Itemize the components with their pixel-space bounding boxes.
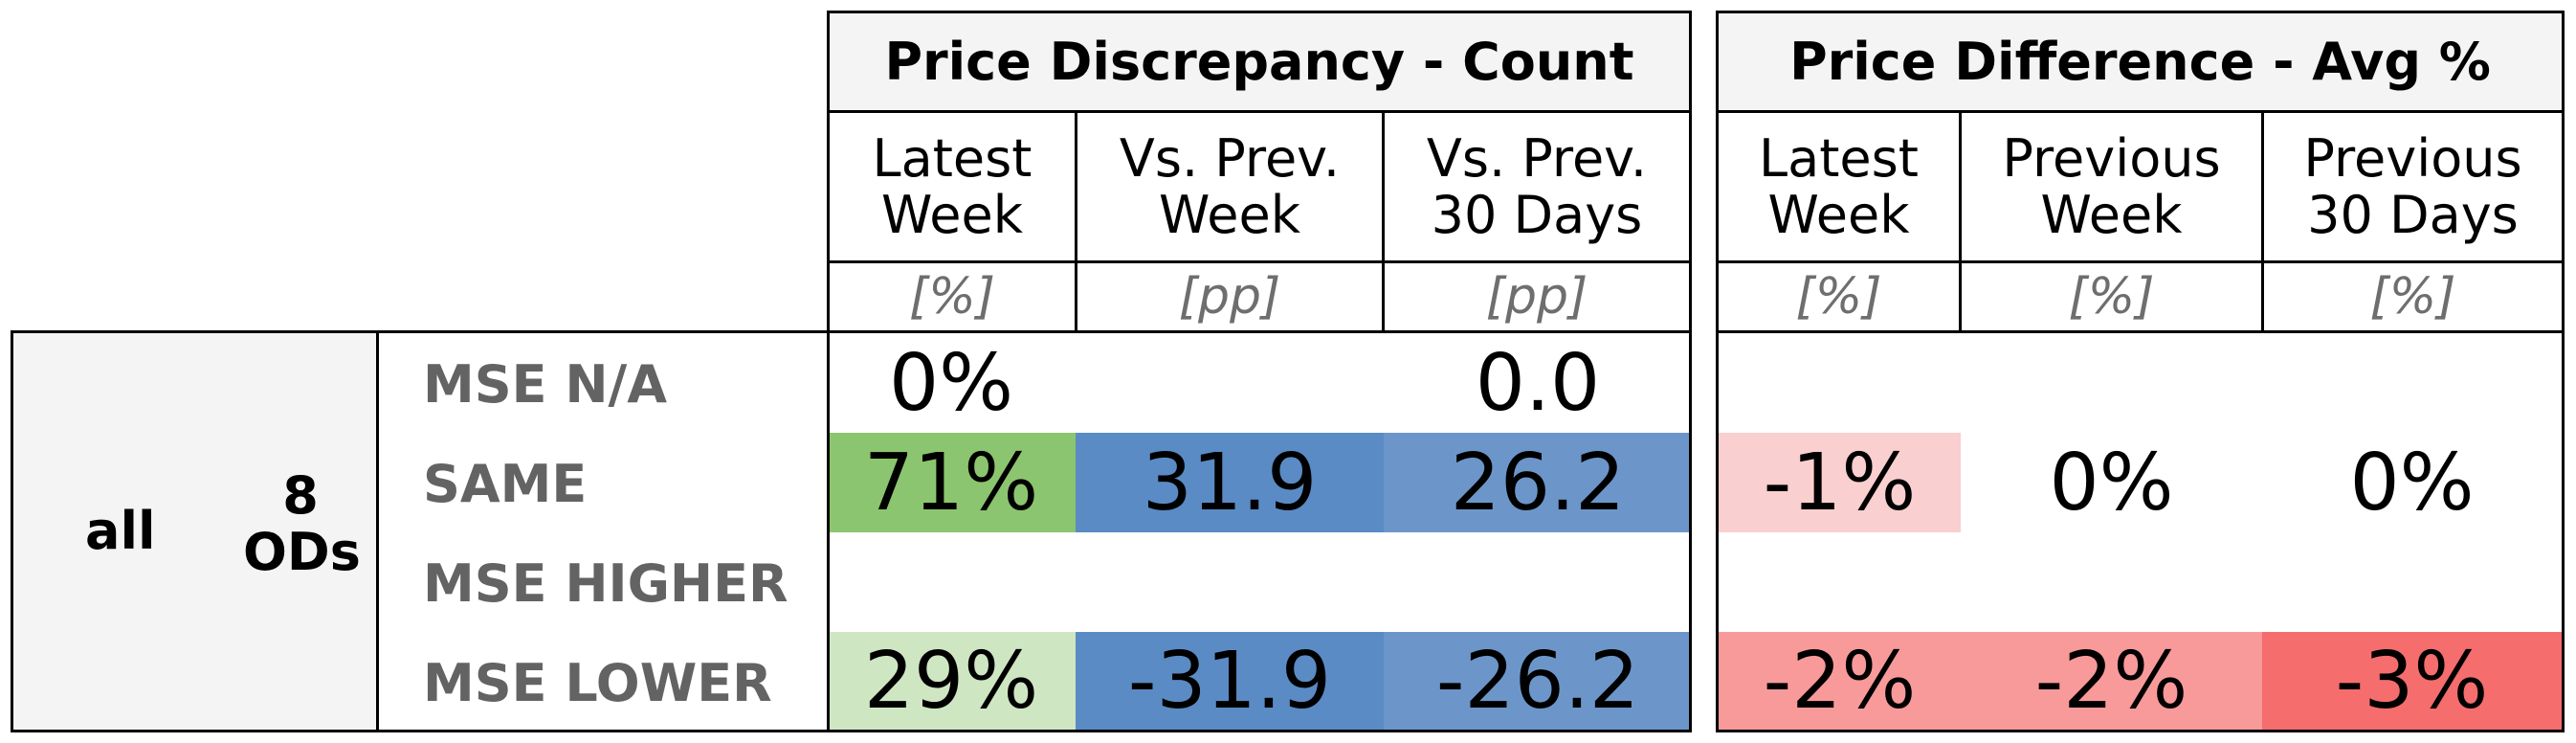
cell-vs-prev-30-days: 0.0 (1475, 337, 1601, 429)
cell-latest-week: -2% (1719, 632, 1961, 731)
cell-latest-week: -1% (1719, 433, 1961, 532)
cell-vs-prev-30-days: 26.2 (1384, 433, 1692, 532)
row-label-same: SAME (423, 453, 588, 514)
segment-count: 8 ODs (243, 465, 361, 583)
cell-previous-30-days: -3% (2262, 632, 2562, 731)
unit-label: [%] (2261, 260, 2565, 333)
group-title-text: Price Difference - Avg % (1789, 32, 2491, 92)
left-data-frame (827, 330, 1692, 732)
group-title-price-discrepancy: Price Discrepancy - Count (827, 11, 1692, 113)
column-header-previous-30-days: Previous 30 Days (2261, 110, 2565, 263)
column-header-vs-prev-30-days: Vs. Prev. 30 Days (1382, 110, 1692, 263)
cell-latest-week: 29% (827, 632, 1076, 731)
group-title-price-difference: Price Difference - Avg % (1716, 11, 2565, 113)
row-label-area (376, 330, 830, 732)
cell-vs-prev-week: 31.9 (1076, 433, 1384, 532)
column-header-previous-week: Previous Week (1959, 110, 2264, 263)
column-header-latest-week: Latest Week (827, 110, 1077, 263)
unit-label: [%] (1959, 260, 2264, 333)
cell-vs-prev-30-days: -26.2 (1384, 632, 1692, 731)
column-header-latest-week: Latest Week (1716, 110, 1962, 263)
row-label-mse-higher: MSE HIGHER (423, 552, 788, 614)
cell-latest-week: 0% (888, 337, 1014, 429)
group-title-text: Price Discrepancy - Count (884, 32, 1634, 92)
cell-previous-30-days: 0% (2349, 437, 2475, 529)
cell-vs-prev-week: -31.9 (1076, 632, 1384, 731)
segment-name: all (85, 501, 156, 561)
cell-latest-week: 71% (827, 433, 1076, 532)
row-label-mse-na: MSE N/A (423, 354, 668, 415)
row-label-mse-lower: MSE LOWER (423, 652, 772, 713)
cell-previous-week: -2% (1961, 632, 2262, 731)
unit-label: [%] (827, 260, 1077, 333)
unit-label: [pp] (1075, 260, 1385, 333)
right-data-frame (1716, 330, 2565, 732)
column-header-vs-prev-week: Vs. Prev. Week (1075, 110, 1385, 263)
unit-label: [%] (1716, 260, 1962, 333)
unit-label: [pp] (1382, 260, 1692, 333)
segment-panel: all 8 ODs (11, 330, 379, 732)
cell-previous-week: 0% (2049, 437, 2174, 529)
